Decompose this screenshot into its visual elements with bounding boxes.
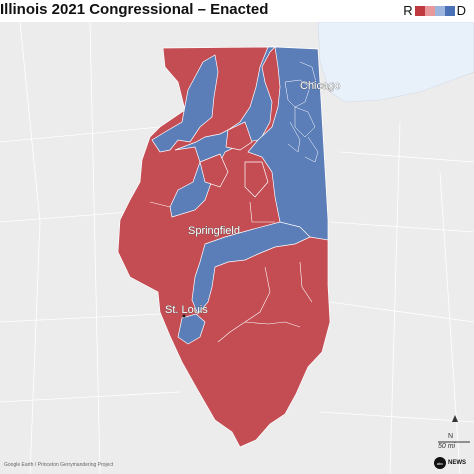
st-louis-label: St. Louis: [165, 304, 208, 316]
map-credit: Google Earth / Princeton Gerrymandering …: [4, 462, 114, 468]
scale-label: 50 mi: [438, 443, 456, 450]
north-label: N: [448, 433, 454, 440]
legend-d-label: D: [456, 3, 466, 18]
springfield-label: Springfield: [188, 225, 240, 237]
chicago-district-borders: [284, 61, 319, 163]
map-title: Illinois 2021 Congressional – Enacted: [0, 1, 269, 18]
democratic-districts: [151, 46, 329, 345]
st-louis-marker: [182, 314, 186, 318]
lake-michigan: [317, 22, 474, 103]
legend-swatch-strong-r: [414, 6, 425, 16]
district-map[interactable]: Chicago Springfield St. Louis: [0, 22, 474, 474]
republican-pockets: [199, 121, 269, 198]
logo-text: NEWS: [448, 460, 466, 466]
legend-swatch-lean-d: [434, 6, 445, 16]
chicago-label: Chicago: [300, 80, 340, 92]
legend-swatch-lean-r: [424, 6, 435, 16]
north-arrow-icon: [452, 415, 458, 422]
party-legend: R D: [401, 3, 468, 19]
abc-news-logo: abc NEWS: [434, 456, 474, 470]
district-borders: [149, 201, 313, 343]
abc-logo-icon: abc: [434, 457, 446, 469]
legend-swatch-strong-d: [444, 6, 455, 16]
road-network: [0, 22, 474, 474]
map-svg: Chicago Springfield St. Louis: [0, 22, 474, 474]
legend-r-label: R: [403, 3, 413, 18]
map-header: Illinois 2021 Congressional – Enacted R …: [0, 0, 474, 22]
